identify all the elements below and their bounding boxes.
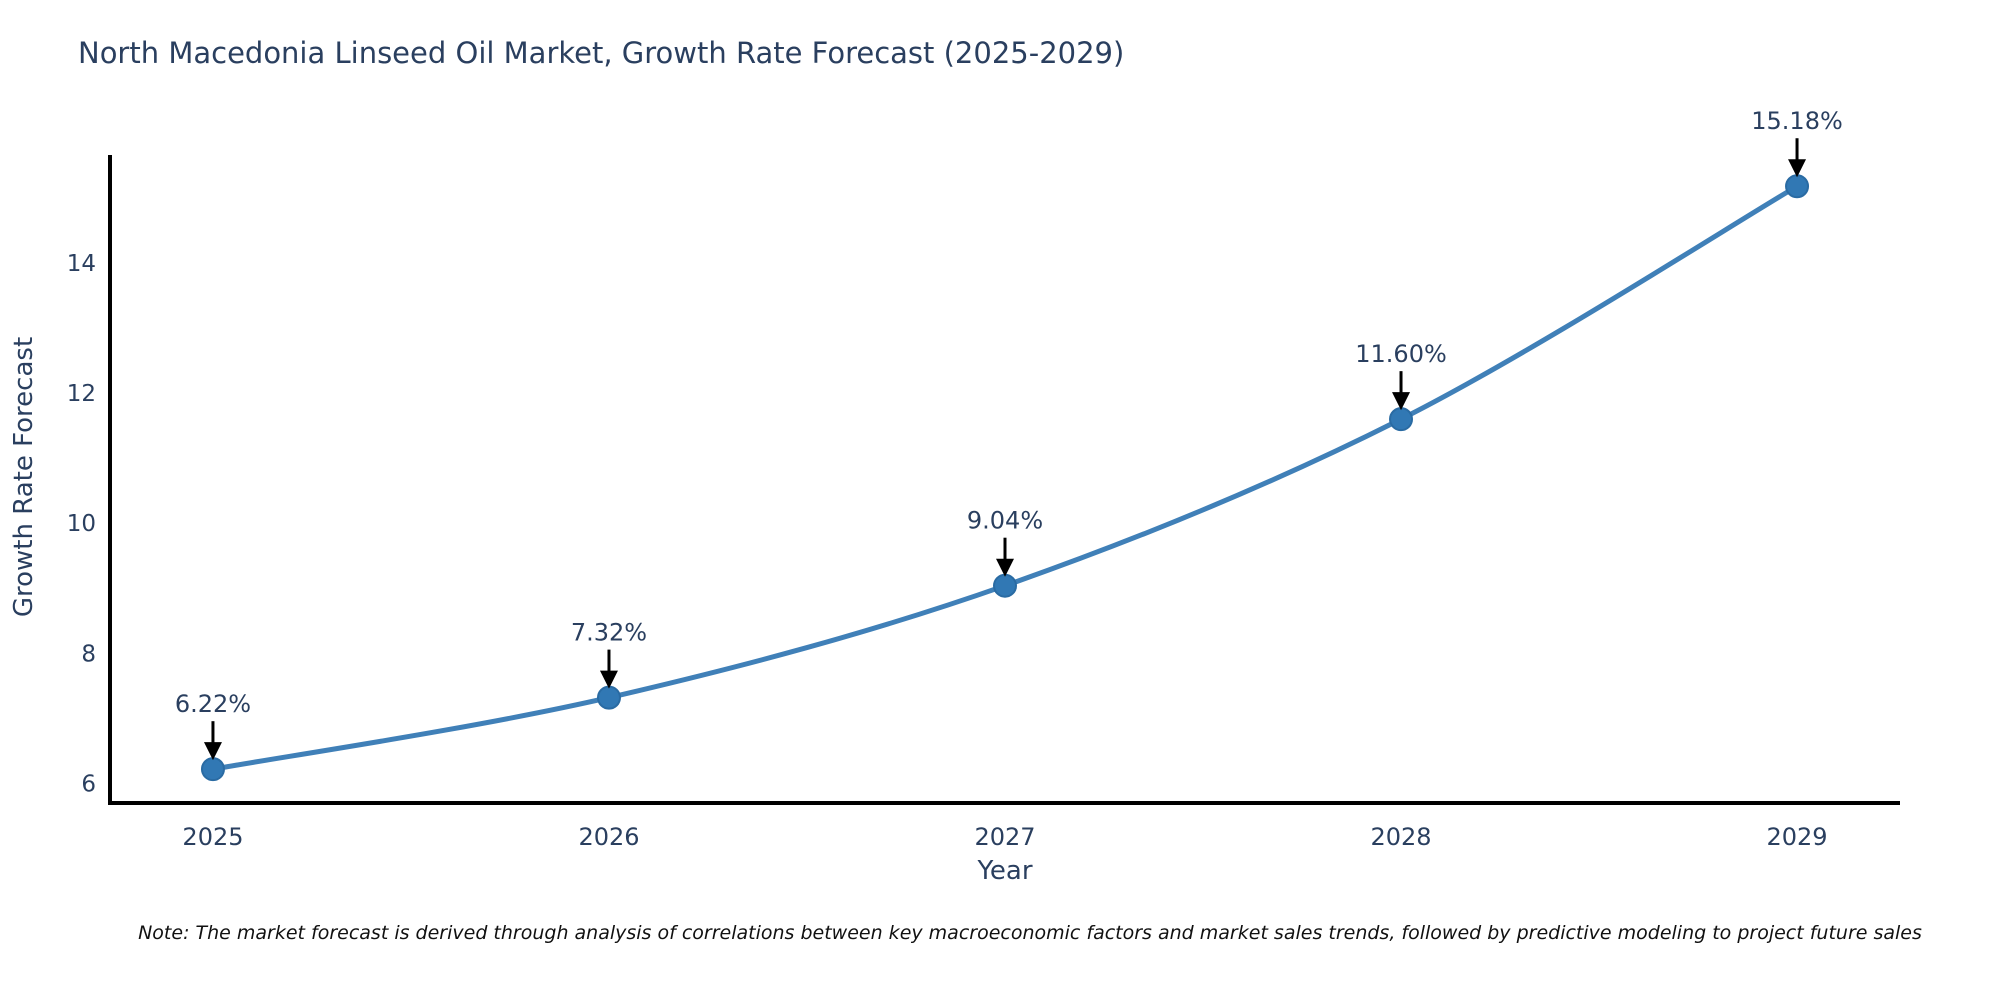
annotation-arrowhead-icon [996, 558, 1014, 577]
y-tick-label: 12 [67, 381, 96, 407]
point-annotation: 6.22% [175, 690, 251, 761]
x-tick-label: 2025 [182, 823, 243, 851]
data-point-marker[interactable] [200, 757, 225, 782]
data-point-marker[interactable] [993, 573, 1017, 598]
data-point-marker[interactable] [596, 685, 621, 710]
annotation-arrowhead-icon [1392, 392, 1411, 411]
point-value-label: 11.60% [1355, 340, 1447, 368]
point-annotation: 15.18% [1751, 107, 1843, 178]
y-tick-label: 8 [81, 641, 96, 667]
point-value-label: 6.22% [175, 690, 251, 718]
point-annotation: 9.04% [967, 507, 1043, 577]
data-point-marker[interactable] [1389, 407, 1414, 432]
series-line[interactable] [210, 183, 1800, 772]
annotation-arrowhead-icon [1788, 159, 1807, 178]
annotation-arrowhead-icon [203, 742, 222, 761]
x-tick-label: 2026 [578, 823, 639, 851]
y-tick-label: 14 [67, 251, 96, 277]
annotation-arrowhead-icon [599, 670, 618, 689]
x-tick-label: 2028 [1370, 823, 1431, 851]
x-tick-label: 2029 [1766, 823, 1827, 851]
point-annotation: 11.60% [1355, 340, 1447, 411]
x-axis-ticks: 2025 2026 2027 2028 2029 [182, 823, 1827, 851]
point-value-label: 7.32% [571, 619, 647, 647]
y-tick-label: 6 [81, 771, 96, 797]
x-axis-title: Year [977, 856, 1033, 886]
point-annotation: 7.32% [571, 619, 647, 689]
footnote: Note: The market forecast is derived thr… [138, 922, 1922, 944]
point-value-label: 9.04% [967, 507, 1043, 535]
y-tick-label: 10 [67, 511, 96, 537]
y-axis-ticks: 6 8 10 12 14 [67, 251, 96, 797]
chart-title: North Macedonia Linseed Oil Market, Grow… [78, 36, 1125, 70]
point-value-label: 15.18% [1751, 107, 1843, 135]
y-axis-title: Growth Rate Forecast [9, 336, 39, 618]
data-point-marker[interactable] [1785, 174, 1810, 199]
x-tick-label: 2027 [974, 823, 1035, 851]
